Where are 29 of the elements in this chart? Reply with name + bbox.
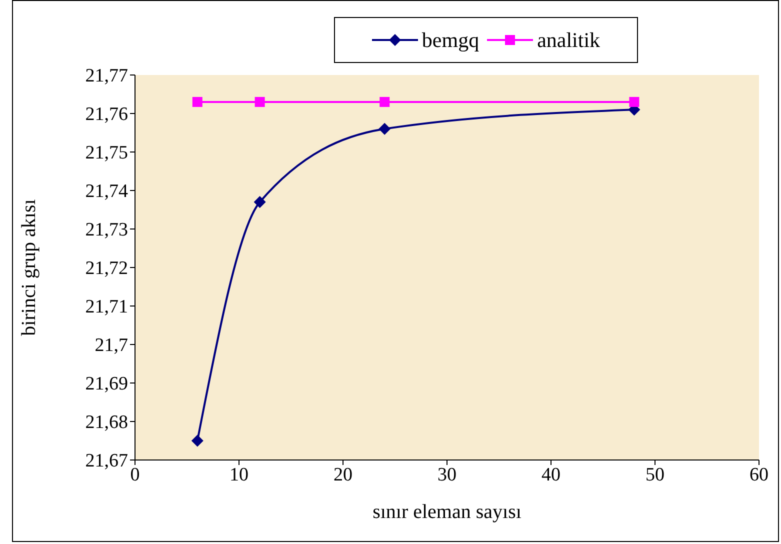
y-tick-label: 21,77 (85, 66, 128, 87)
y-tick-label: 21,71 (85, 296, 128, 318)
point (254, 196, 266, 208)
y-tick-label: 21,73 (85, 220, 128, 241)
point (191, 434, 204, 447)
y-tick-label: 21,68 (85, 412, 128, 434)
y-tick-label: 21,74 (85, 181, 128, 202)
x-tick-label: 50 (646, 464, 664, 486)
point (254, 96, 265, 107)
y-axis-title: birinci grup akısı (18, 198, 40, 336)
point (380, 96, 390, 107)
x-axis-title: sınır eleman sayısı (372, 501, 522, 523)
legend-label: bemgq (422, 28, 480, 52)
y-tick-label: 21,75 (85, 142, 128, 164)
y-tick-label: 21,7 (94, 335, 128, 356)
y-tick-label: 21,67 (85, 450, 128, 472)
y-tick-label: 21,76 (85, 104, 128, 126)
x-tick-label: 60 (750, 464, 768, 486)
point (629, 96, 640, 107)
x-tick-label: 20 (334, 464, 352, 486)
x-tick-label: 40 (542, 464, 560, 486)
legend-label: analitik (537, 28, 600, 52)
y-tick-label: 21,69 (85, 374, 128, 395)
x-tick-label: 10 (230, 464, 248, 486)
x-tick-label: 30 (438, 464, 456, 486)
y-tick-label: 21,72 (85, 258, 128, 280)
point (378, 122, 391, 135)
x-tick-label: 0 (130, 464, 140, 486)
point (192, 96, 202, 107)
